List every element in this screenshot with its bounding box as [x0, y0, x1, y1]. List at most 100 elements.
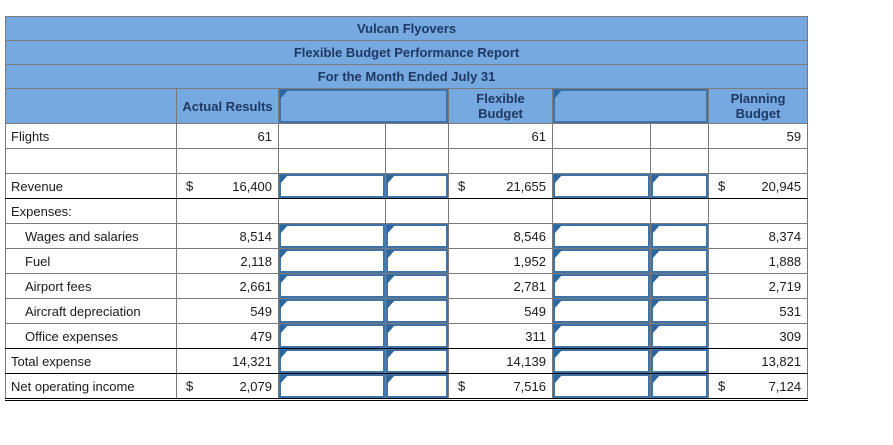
variance-type-input[interactable] [651, 374, 708, 397]
variance-cell [385, 298, 449, 324]
planning-budget-value: $7,124 [707, 373, 809, 401]
variance-type-input[interactable] [386, 299, 448, 323]
value-text: 1,952 [513, 253, 546, 269]
value-text: 13,821 [761, 353, 802, 369]
variance-amount-input[interactable] [279, 374, 385, 397]
row-label: Expenses: [5, 198, 177, 224]
variance-cell [385, 273, 449, 299]
answer-marker-icon [652, 250, 660, 259]
value-text: 309 [779, 328, 802, 344]
actual-results-value: $2,079 [176, 373, 279, 401]
variance-amount-input[interactable] [553, 224, 650, 248]
row-label: Total expense [5, 348, 177, 374]
variance-cell [650, 348, 709, 374]
variance-type-input[interactable] [651, 224, 708, 248]
value-text: 20,945 [761, 178, 802, 194]
variance-type-input[interactable] [386, 174, 448, 198]
variance-amount-input[interactable] [553, 274, 650, 298]
planning-budget-value: 531 [707, 298, 809, 324]
flexible-budget-value: 14,139 [448, 348, 553, 374]
row-label: Net operating income [5, 373, 177, 401]
variance-amount-input[interactable] [279, 299, 385, 323]
table-row-total-expense: Total expense 14,321 14,139 13,821 [5, 348, 809, 374]
variance-type-input[interactable] [386, 224, 448, 248]
currency-symbol: $ [186, 378, 194, 394]
answer-marker-icon [387, 350, 395, 359]
answer-marker-icon [652, 300, 660, 309]
table-row-aircraft-depreciation: Aircraft depreciation 549 549 531 [5, 298, 809, 324]
flexible-budget-value: 1,952 [448, 248, 553, 274]
empty-cell [448, 148, 553, 174]
variance-amount-input[interactable] [279, 249, 385, 273]
flexible-budget-value: 311 [448, 323, 553, 349]
variance-type-input[interactable] [651, 299, 708, 323]
header-answer-box[interactable] [553, 89, 708, 123]
variance-type-input[interactable] [386, 324, 448, 348]
variance-type-input[interactable] [651, 249, 708, 273]
value-text: 311 [525, 328, 546, 344]
variance-amount-input[interactable] [279, 349, 385, 373]
table-row-fuel: Fuel 2,118 1,952 1,888 [5, 248, 809, 274]
answer-marker-icon [652, 375, 660, 384]
answer-marker-icon [387, 375, 395, 384]
currency-symbol: $ [718, 178, 726, 194]
variance-type-input[interactable] [386, 374, 448, 397]
empty-cell [650, 198, 709, 224]
empty-cell [176, 148, 279, 174]
report-title-row: Vulcan Flyovers [4, 16, 809, 41]
variance-type-input[interactable] [651, 274, 708, 298]
header-answer-box[interactable] [279, 89, 448, 123]
variance-cell [385, 348, 449, 374]
variance-cell [650, 248, 709, 274]
variance-type-input[interactable] [386, 274, 448, 298]
variance-type-input[interactable] [651, 349, 708, 373]
variance-amount-input[interactable] [553, 324, 650, 348]
value-text: 14,321 [232, 353, 272, 369]
currency-symbol: $ [186, 178, 194, 194]
variance-amount-input[interactable] [553, 374, 650, 397]
variance-amount-input[interactable] [279, 174, 385, 198]
variance-amount-input[interactable] [279, 224, 385, 248]
variance-cell [385, 323, 449, 349]
col-header-variance-right[interactable] [552, 88, 709, 124]
variance-amount-input[interactable] [553, 349, 650, 373]
row-label: Fuel [5, 248, 177, 274]
variance-type-input[interactable] [651, 324, 708, 348]
answer-marker-icon [554, 175, 562, 184]
value-text: 2,719 [768, 278, 802, 294]
value-text: 2,781 [513, 278, 546, 294]
actual-results-value: 549 [176, 298, 279, 324]
variance-cell [385, 173, 449, 199]
variance-amount-input[interactable] [553, 174, 650, 198]
table-row-net-operating-income: Net operating income $2,079 $7,516 $7,12… [5, 373, 809, 401]
actual-results-value: $16,400 [176, 173, 279, 199]
variance-amount-input[interactable] [553, 299, 650, 323]
col-header-variance-left[interactable] [278, 88, 449, 124]
answer-marker-icon [554, 325, 562, 334]
variance-cell [552, 298, 651, 324]
value-text: 7,124 [768, 378, 802, 394]
value-text: 1,888 [768, 253, 802, 269]
planning-budget-value: 59 [707, 123, 809, 149]
empty-cell [278, 123, 386, 149]
answer-marker-icon [280, 300, 288, 309]
row-label: Office expenses [5, 323, 177, 349]
value-text: 21,655 [506, 178, 546, 194]
table-row-spacer [5, 148, 809, 174]
variance-type-input[interactable] [386, 249, 448, 273]
answer-marker-icon [652, 225, 660, 234]
variance-type-input[interactable] [651, 174, 708, 198]
currency-symbol: $ [718, 378, 726, 394]
variance-type-input[interactable] [386, 349, 448, 373]
empty-cell [385, 148, 449, 174]
variance-amount-input[interactable] [553, 249, 650, 273]
empty-cell [650, 148, 709, 174]
value-text: 549 [250, 303, 272, 319]
col-header-planning-budget: Planning Budget [707, 88, 809, 124]
value-text: 549 [524, 303, 546, 319]
variance-amount-input[interactable] [279, 324, 385, 348]
flexible-budget-value: 549 [448, 298, 553, 324]
flexible-budget-performance-report-table: Vulcan Flyovers Flexible Budget Performa… [4, 16, 809, 401]
variance-cell [552, 373, 651, 401]
variance-amount-input[interactable] [279, 274, 385, 298]
